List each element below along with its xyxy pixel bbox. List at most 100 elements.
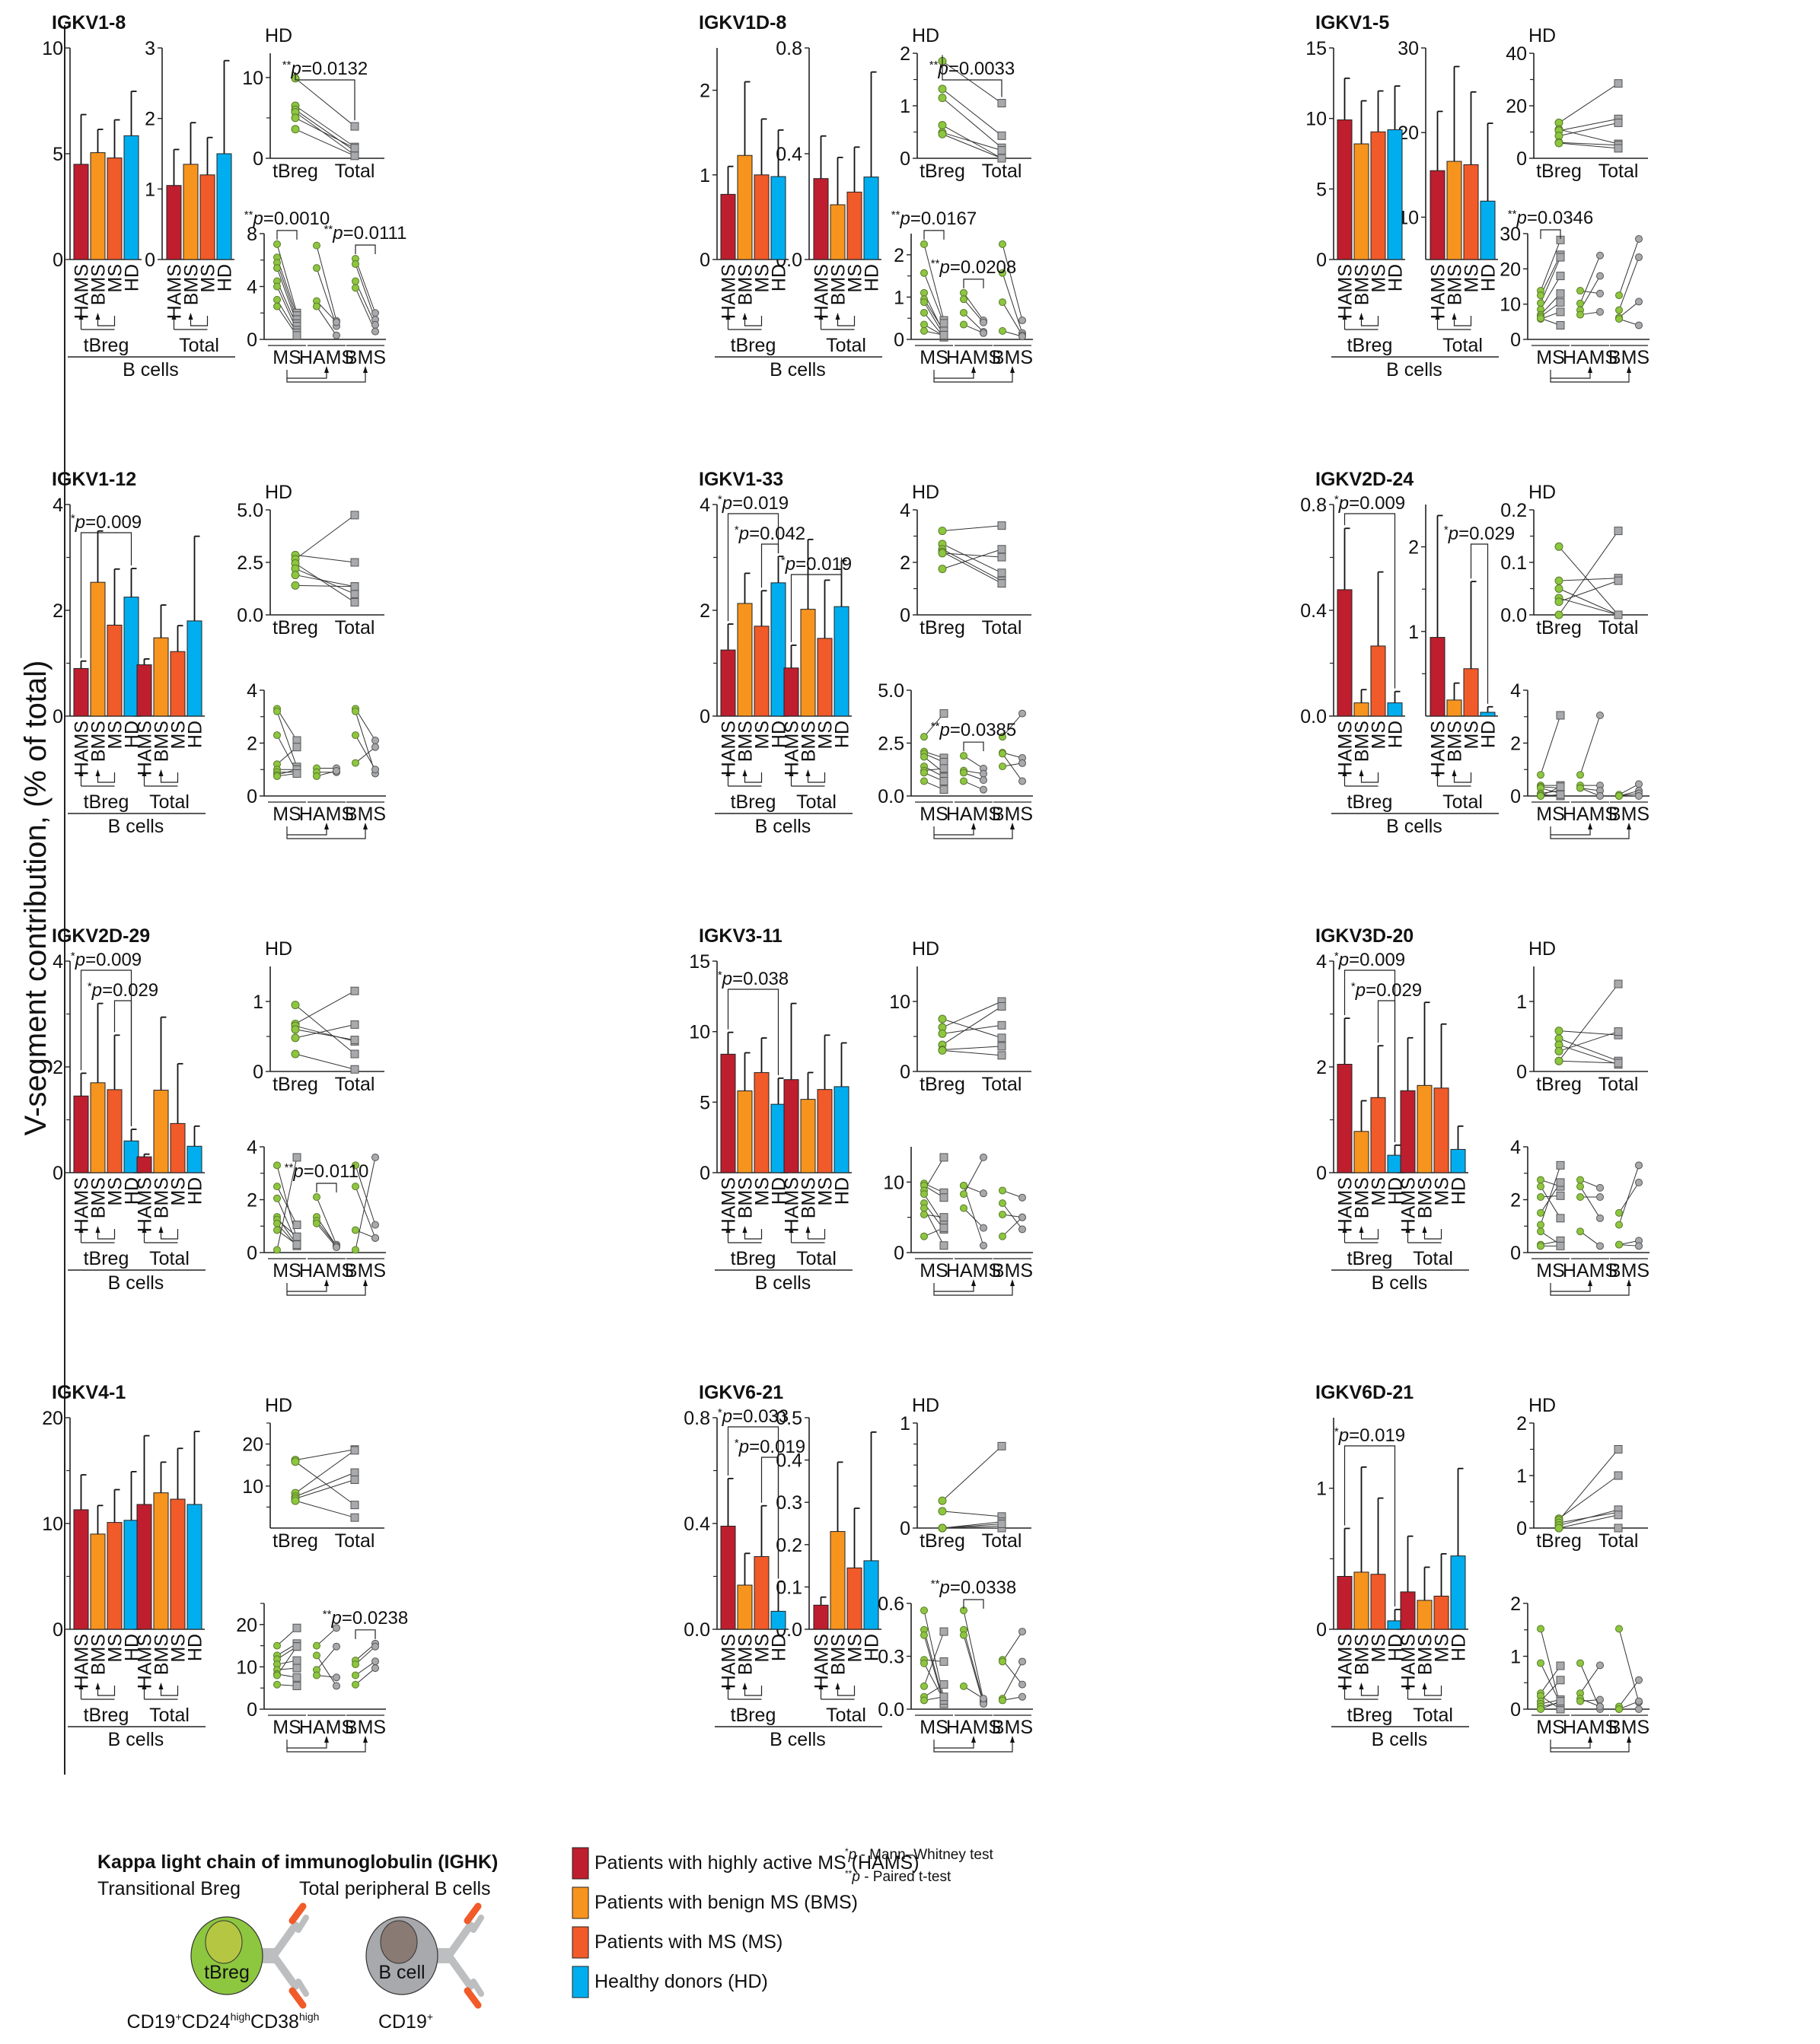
bar-total-bms — [153, 1492, 169, 1630]
arrow-icon — [1452, 313, 1457, 320]
comparison-bracket — [160, 1229, 179, 1240]
panel-title: IGKV1-33 — [699, 469, 783, 490]
arrow-icon — [818, 313, 824, 320]
comparison-bracket — [80, 1231, 115, 1243]
bar-tbreg-tick-label: 20 — [42, 1408, 63, 1429]
comparison-bracket — [744, 316, 763, 326]
point-total — [997, 1519, 1006, 1528]
pair-line — [355, 734, 376, 770]
significance-label: *p=0.038 — [718, 969, 789, 989]
category-label: HD — [1478, 264, 1500, 291]
point-total — [1556, 1676, 1565, 1685]
group-label-hams: HAMS — [946, 1260, 1001, 1281]
point-total — [333, 1682, 340, 1690]
legend-bcell-heading: Total peripheral B cells — [299, 1878, 491, 1899]
point-total — [292, 1656, 301, 1665]
arrow-icon — [1405, 1683, 1410, 1689]
pair-line — [1002, 713, 1023, 737]
bar-tbreg-hams — [73, 1509, 89, 1630]
cell-label: tBreg — [204, 1962, 250, 1983]
point-tbreg — [273, 1246, 281, 1254]
comparison-bracket — [807, 772, 826, 783]
bar-tbreg-bms — [1353, 1131, 1369, 1173]
arrow-icon — [363, 1279, 368, 1286]
arrow-icon — [818, 1683, 824, 1689]
panel-title: IGKV4-1 — [52, 1382, 126, 1403]
x-label-tbreg: tBreg — [920, 617, 965, 638]
category-label: BMS — [735, 1634, 757, 1675]
pair-line — [295, 575, 355, 587]
category-label: HD — [769, 1634, 790, 1661]
comparison-bracket — [97, 772, 116, 783]
group-label-total: Total — [826, 335, 866, 356]
legend-swatch-bms — [572, 1886, 589, 1919]
point-tbreg — [938, 84, 947, 94]
bar-total-hams — [1430, 170, 1445, 260]
arrow-icon — [1342, 313, 1347, 320]
group-paired-tick-label: 0.3 — [878, 1647, 904, 1668]
hd-label: HD — [912, 25, 939, 46]
significance-label: **p=0.0033 — [929, 59, 1015, 79]
group-paired-tick-label: 10 — [883, 1172, 904, 1193]
point-total — [1018, 1628, 1026, 1636]
pair-line — [1558, 129, 1619, 145]
panel-title: IGKV3D-20 — [1315, 925, 1414, 947]
point-tbreg — [920, 326, 928, 335]
group-label-hams: HAMS — [299, 1260, 354, 1281]
significance-label: **p=0.0110 — [285, 1161, 369, 1182]
point-total — [980, 1153, 987, 1161]
point-total — [1614, 118, 1623, 127]
point-total — [350, 1446, 359, 1455]
point-total — [939, 1680, 948, 1689]
significance-label: *p=0.019 — [718, 493, 789, 514]
point-total — [292, 743, 301, 752]
point-total — [939, 319, 948, 328]
bar-tbreg-tick-label: 0.4 — [1300, 600, 1327, 622]
category-label: HD — [1478, 721, 1500, 748]
b-cells-label: B cells — [1372, 1272, 1428, 1294]
comparison-bracket — [1343, 775, 1379, 787]
point-tbreg — [938, 565, 947, 574]
category-label: HAMS — [719, 264, 740, 319]
arrow-icon — [742, 313, 747, 320]
group-label-total: Total — [1442, 335, 1483, 356]
pair-line — [1618, 301, 1640, 318]
point-tbreg — [1615, 291, 1623, 300]
comparison-bracket — [820, 1688, 855, 1700]
point-tbreg — [1576, 771, 1584, 779]
comparison-bracket — [160, 1686, 179, 1696]
antibody-icon — [429, 1902, 484, 2009]
significance-label: *p=0.029 — [1351, 980, 1422, 1001]
significance-bracket — [1343, 513, 1396, 689]
bar-total-bms — [830, 204, 846, 260]
arrow-icon — [1422, 1683, 1427, 1689]
arrow-icon — [1405, 1226, 1410, 1233]
point-tbreg — [1576, 299, 1584, 307]
pair-line — [1579, 1665, 1601, 1694]
significance-label: **p=0.0010 — [244, 209, 330, 229]
point-total — [1556, 1160, 1565, 1170]
arrow-icon — [142, 1683, 147, 1689]
point-tbreg — [273, 302, 281, 310]
point-total — [350, 597, 359, 607]
point-tbreg — [920, 308, 928, 317]
panel-title: IGKV6D-21 — [1315, 1382, 1414, 1403]
pair-line — [1002, 272, 1023, 333]
point-total — [1556, 289, 1565, 298]
point-total — [1596, 1702, 1604, 1711]
significance-label: **p=0.0111 — [324, 223, 407, 244]
point-total — [1018, 1225, 1026, 1234]
bar-tbreg-ms — [1370, 1574, 1386, 1630]
category-label: HAMS — [135, 721, 156, 775]
pair-line — [1579, 255, 1601, 304]
pair-line — [295, 117, 355, 149]
category-label: HAMS — [1428, 264, 1449, 319]
point-total — [1556, 298, 1565, 307]
category-label: HAMS — [72, 1177, 93, 1232]
pair-line — [963, 1208, 984, 1228]
pair-line — [1558, 142, 1619, 146]
point-tbreg — [920, 240, 928, 248]
group-paired-tick-label: 1 — [894, 287, 904, 308]
